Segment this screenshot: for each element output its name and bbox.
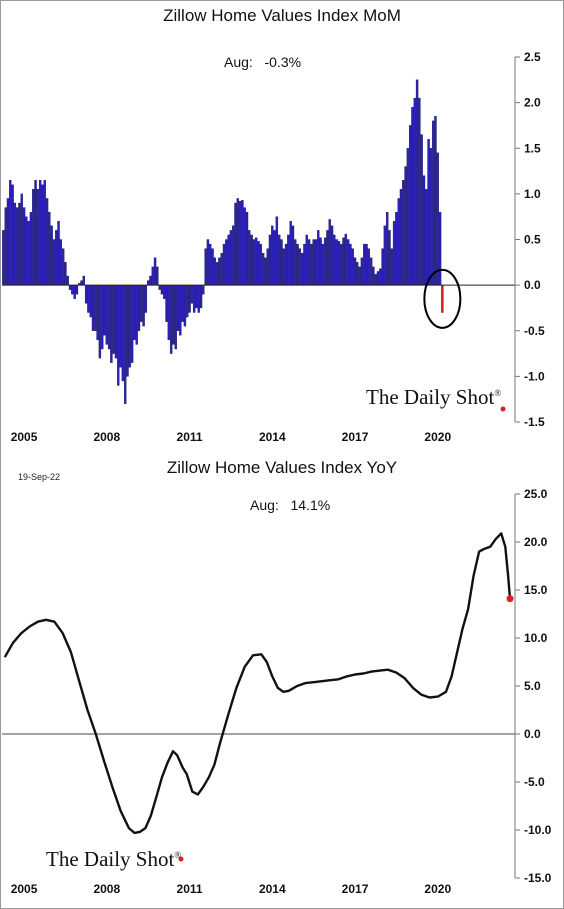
mom-brand-dot [500,406,506,412]
yoy-y-tick-label: -5.0 [524,775,545,789]
mom-y-tick-label: 2.5 [524,50,541,64]
yoy-y-tick-label: 15.0 [524,583,548,597]
brand-logo-bottom: The Daily Shot® [46,847,182,871]
yoy-brand-dot [178,856,184,862]
mom-x-tick-label: 2014 [259,430,286,444]
mom-y-tick-label: 0.5 [524,233,541,247]
yoy-x-tick-label: 2014 [259,882,286,896]
yoy-x-tick-label: 2005 [11,882,38,896]
date-stamp: 19-Sep-22 [18,472,61,482]
mom-y-tick-label: 1.0 [524,187,541,201]
yoy-y-tick-label: 10.0 [524,631,548,645]
yoy-series-line [3,532,512,835]
yoy-y-tick-label: 20.0 [524,535,548,549]
mom-x-tick-label: 2017 [342,430,369,444]
yoy-y-tick-label: 0.0 [524,727,541,741]
yoy-y-tick-label: -10.0 [524,823,552,837]
yoy-annotation-value: 14.1% [290,497,331,513]
mom-y-tick-label: 1.5 [524,141,541,155]
mom-chart-title: Zillow Home Values Index MoM [163,6,401,25]
mom-x-tick-label: 2011 [177,430,203,444]
mom-x-tick-label: 2005 [11,430,38,444]
mom-y-tick-label: -0.5 [524,324,545,338]
mom-y-tick-label: 0.0 [524,278,541,292]
brand-logo-top: The Daily Shot® [366,385,502,409]
yoy-x-tick-label: 2008 [93,882,120,896]
yoy-x-tick-label: 2011 [177,882,203,896]
mom-annotation-value: -0.3% [264,54,302,70]
mom-y-tick-label: -1.5 [524,415,545,429]
yoy-annotation-label: Aug: [250,497,279,513]
yoy-annotation: Aug: 14.1% [250,497,330,513]
mom-y-tick-label: 2.0 [524,96,541,110]
mom-bar-chart: 2.5 2.0 1.5 1.0 0.5 0.0 -0.5 -1.0 -1.5 2005 2008 20… [2,50,545,444]
mom-latest-highlight-ring [423,268,462,329]
yoy-y-tick-label: 25.0 [524,487,548,501]
yoy-x-tick-label: 2017 [342,882,369,896]
mom-annotation: Aug: -0.3% [224,54,301,70]
mom-x-tick-label: 2008 [93,430,120,444]
yoy-chart-title: Zillow Home Values Index YoY [166,458,398,477]
yoy-x-tick-label: 2020 [424,882,451,896]
yoy-y-tick-label: -15.0 [524,871,552,885]
mom-x-tick-label: 2020 [424,430,451,444]
mom-y-tick-label: -1.0 [524,369,545,383]
yoy-latest-point [506,595,514,603]
mom-annotation-label: Aug: [224,54,253,70]
yoy-y-tick-label: 5.0 [524,679,541,693]
